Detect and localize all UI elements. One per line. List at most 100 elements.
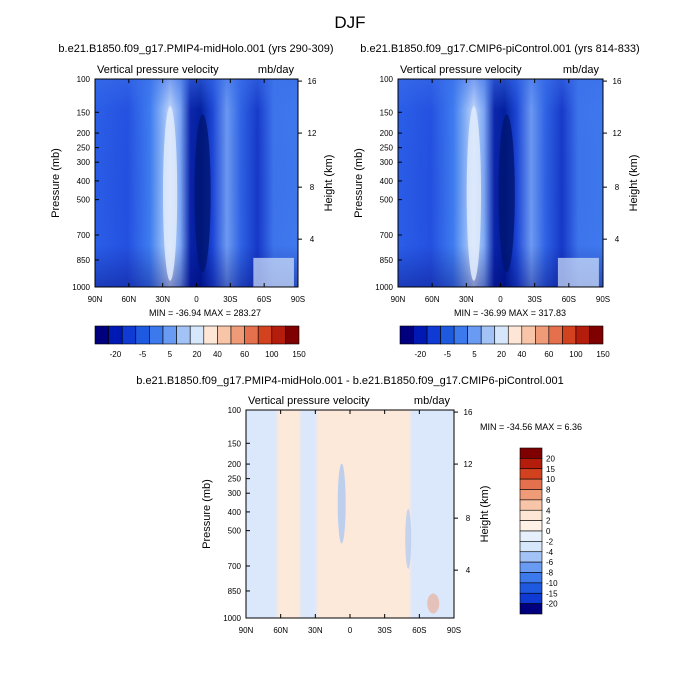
colorbar: -20 -5 5 20 40 60 100 150: [94, 325, 306, 359]
colorbar-box: [535, 325, 550, 345]
colorbar-label: -4: [546, 548, 554, 557]
y-tick-label: 1000: [375, 283, 393, 292]
colorbar-box: [108, 325, 123, 345]
y-tick-label: 850: [228, 587, 242, 596]
x-tick-label: 0: [348, 626, 353, 635]
field-anomaly: [337, 463, 346, 544]
colorbar-box: [519, 509, 543, 521]
field-surface-patch: [557, 257, 599, 287]
x-tick-label: 90S: [596, 295, 610, 304]
y-right-tick-label: 4: [466, 566, 471, 575]
colorbar-box: [519, 561, 543, 573]
figure-title: DJF: [334, 13, 365, 32]
colorbar-box: [271, 325, 286, 345]
field-anomaly: [405, 508, 412, 569]
colorbar-label: 60: [240, 350, 249, 359]
colorbar-label: -15: [546, 589, 558, 598]
y-tick-label: 700: [77, 231, 91, 240]
y-tick-label: 100: [228, 406, 242, 415]
y-tick-label: 500: [380, 196, 394, 205]
colorbar-box: [149, 325, 164, 345]
y-right-tick-label: 4: [615, 235, 620, 244]
colorbar-box: [257, 325, 273, 345]
y-tick-label: 100: [380, 75, 394, 84]
x-tick-label: 90S: [447, 626, 461, 635]
x-tick-label: 60S: [412, 626, 426, 635]
y-tick-label: 400: [77, 177, 91, 186]
colorbar-label: 40: [213, 350, 222, 359]
x-tick-label: 90S: [291, 295, 305, 304]
colorbar-box: [519, 572, 543, 584]
panel-title: b.e21.B1850.f09_g17.CMIP6-piControl.001 …: [360, 43, 639, 55]
y-tick-label: 700: [380, 231, 394, 240]
min-max-label: MIN = -36.94 MAX = 283.27: [149, 308, 261, 318]
colorbar-label: -2: [546, 537, 554, 546]
colorbar-label: -5: [444, 350, 452, 359]
colorbar-box: [507, 325, 523, 345]
colorbar-label: 6: [546, 496, 551, 505]
x-tick-label: 0: [498, 295, 503, 304]
y-tick-label: 400: [228, 508, 242, 517]
colorbar-label: -10: [546, 579, 558, 588]
colorbar-box: [176, 325, 191, 345]
y-axis-label: Pressure (mb): [50, 148, 62, 218]
y-right-tick-label: 8: [466, 514, 471, 523]
colorbar-label: 10: [546, 475, 555, 484]
colorbar-label: 0: [546, 527, 551, 536]
colorbar-label: -20: [415, 350, 427, 359]
field-dark-core: [194, 114, 211, 273]
x-tick-label: 90N: [88, 295, 103, 304]
colorbar-box: [467, 325, 482, 345]
colorbar-box: [230, 325, 245, 345]
panel-subtitle-left: Vertical pressure velocity: [248, 395, 370, 407]
colorbar-box: [519, 458, 543, 470]
y-tick-label: 200: [228, 460, 242, 469]
colorbar-box: [217, 325, 232, 345]
x-tick-label: 90N: [391, 295, 406, 304]
x-tick-label: 0: [194, 295, 199, 304]
colorbar-label: 150: [596, 350, 610, 359]
x-tick-label: 30N: [459, 295, 474, 304]
y-tick-label: 300: [228, 489, 242, 498]
colorbar-box: [399, 325, 414, 345]
y-axis-right-label: Height (km): [323, 155, 335, 212]
y-tick-label: 100: [77, 75, 91, 84]
colorbar-box: [244, 325, 259, 345]
colorbar-label: -5: [139, 350, 147, 359]
colorbar-box: [135, 325, 150, 345]
y-tick-label: 400: [380, 177, 394, 186]
y-tick-label: 1000: [72, 283, 90, 292]
y-right-tick-label: 12: [464, 460, 473, 469]
colorbar-label: 150: [292, 350, 306, 359]
colorbar-box: [494, 325, 509, 345]
colorbar-label: 5: [168, 350, 173, 359]
colorbar-box: [440, 325, 455, 345]
colorbar-label: -6: [546, 558, 554, 567]
colorbar-label: -20: [546, 600, 558, 609]
y-right-tick-label: 8: [615, 183, 620, 192]
panel-subtitle-right: mb/day: [563, 64, 600, 76]
field-light-core: [466, 106, 482, 281]
y-tick-label: 500: [228, 527, 242, 536]
colorbar-box: [575, 325, 590, 345]
y-axis-right-label: Height (km): [628, 155, 640, 212]
y-axis-label: Pressure (mb): [201, 479, 213, 549]
x-tick-label: 60N: [273, 626, 288, 635]
colorbar-box: [519, 447, 543, 459]
y-tick-label: 300: [380, 158, 394, 167]
colorbar-label: -8: [546, 569, 554, 578]
colorbar-box: [480, 325, 496, 345]
y-right-tick-label: 4: [310, 235, 315, 244]
colorbar-label: 40: [517, 350, 526, 359]
y-tick-label: 850: [77, 256, 91, 265]
colorbar-label: 4: [546, 506, 551, 515]
colorbar-label: 20: [193, 350, 202, 359]
panel-subtitle-right: mb/day: [414, 395, 451, 407]
y-tick-label: 700: [228, 562, 242, 571]
colorbar-box: [94, 325, 109, 345]
colorbar-box: [519, 592, 543, 604]
colorbar-label: 20: [546, 454, 555, 463]
y-tick-label: 300: [77, 158, 91, 167]
y-right-tick-label: 16: [464, 408, 473, 417]
